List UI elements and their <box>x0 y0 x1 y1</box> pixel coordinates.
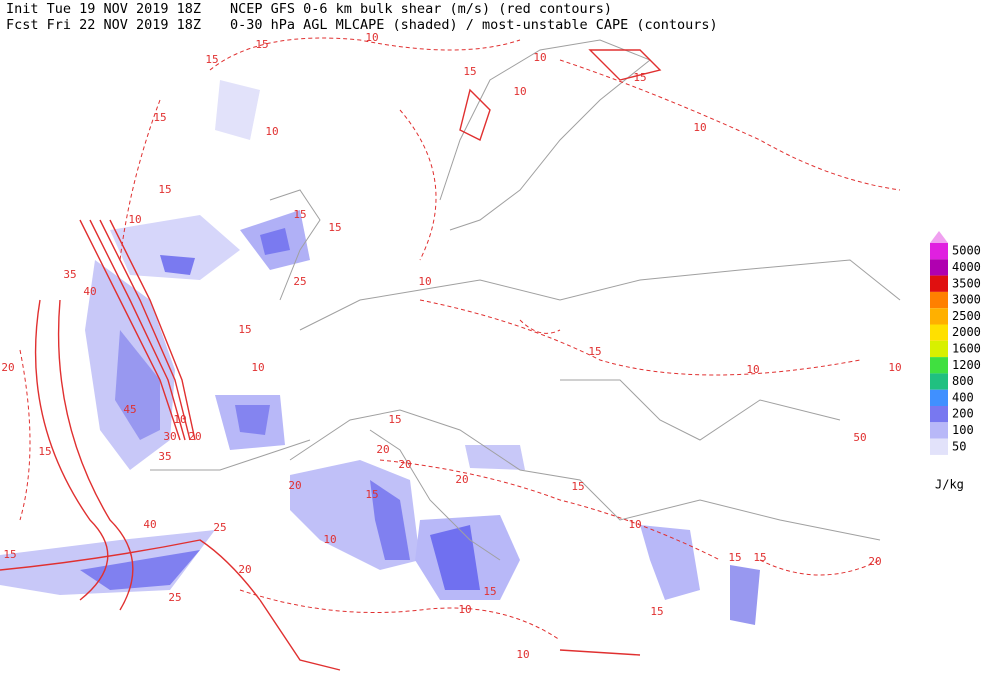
contour-label: 15 <box>153 111 166 124</box>
legend-label: 2500 <box>952 309 981 323</box>
contour-label: 15 <box>238 323 251 336</box>
contour-label: 10 <box>265 125 278 138</box>
contour-label: 10 <box>128 213 141 226</box>
contour-label: 25 <box>213 521 226 534</box>
contour-label: 15 <box>388 413 401 426</box>
shear-contours <box>19 37 901 641</box>
contour-label: 15 <box>483 585 496 598</box>
contour-label: 10 <box>746 363 759 376</box>
legend-swatch <box>930 259 948 276</box>
contour-label: 40 <box>143 518 156 531</box>
legend-label: 100 <box>952 423 974 437</box>
legend-label: 5000 <box>952 244 981 258</box>
contour-label: 10 <box>323 533 336 546</box>
contour-label: 20 <box>398 458 411 471</box>
contour-label: 15 <box>365 488 378 501</box>
legend-label: 50 <box>952 439 966 453</box>
contour-label: 20 <box>376 443 389 456</box>
contour-label: 20 <box>455 473 468 486</box>
contour-label: 15 <box>158 183 171 196</box>
contour-label: 35 <box>158 450 171 463</box>
contour-label: 10 <box>365 31 378 44</box>
coastlines <box>150 39 901 561</box>
contour-label: 10 <box>533 51 546 64</box>
contour-label: 20 <box>868 555 881 568</box>
legend-swatch <box>930 324 948 341</box>
legend-swatch <box>930 357 948 374</box>
legend-swatch <box>930 275 948 292</box>
contour-label: 15 <box>255 38 268 51</box>
contour-label: 10 <box>418 275 431 288</box>
legend-swatch <box>930 340 948 358</box>
field-title: 0-30 hPa AGL MLCAPE (shaded) / most-unst… <box>230 17 718 33</box>
contour-label: 10 <box>458 603 471 616</box>
legend-label: 800 <box>952 374 974 388</box>
contour-label: 15 <box>588 345 601 358</box>
contour-label: 15 <box>3 548 16 561</box>
contour-label: 15 <box>633 71 646 84</box>
contour-label: 15 <box>205 53 218 66</box>
contour-label: 10 <box>513 85 526 98</box>
contour-label: 30 <box>163 430 176 443</box>
contour-label: 40 <box>83 285 96 298</box>
contour-label: 10 <box>516 648 529 661</box>
contour-label: 15 <box>463 65 476 78</box>
jet-contours <box>0 49 662 671</box>
contour-label: 10 <box>173 413 186 426</box>
contour-label: 20 <box>238 563 251 576</box>
legend-swatch <box>930 308 948 325</box>
legend-swatch <box>930 373 948 390</box>
contour-labels: 15 15 10 10 15 10 10 15 10 15 15 10 35 40 45 10 30 20 35 15… <box>1 31 901 661</box>
legend-label: 400 <box>952 390 974 404</box>
legend: J/kg 5000 4000 3500 3000 2500 2000 1600 1200 800… <box>930 231 981 492</box>
legend-label: 1600 <box>952 341 981 355</box>
contour-label: 15 <box>38 445 51 458</box>
legend-label: 2000 <box>952 325 981 339</box>
cape-shading <box>0 80 760 625</box>
init-time: Init Tue 19 NOV 2019 18Z <box>6 1 201 17</box>
contour-label: 35 <box>63 268 76 281</box>
legend-swatch <box>930 291 948 309</box>
legend-label: 4000 <box>952 260 981 274</box>
contour-label: 15 <box>571 480 584 493</box>
contour-label: 20 <box>288 479 301 492</box>
legend-swatch <box>930 422 948 439</box>
contour-label: 10 <box>628 518 641 531</box>
contour-label: 15 <box>328 221 341 234</box>
contour-label: 15 <box>753 551 766 564</box>
contour-label: 25 <box>293 275 306 288</box>
contour-label: 50 <box>853 431 866 444</box>
contour-label: 25 <box>168 591 181 604</box>
legend-label: 3000 <box>952 293 981 307</box>
legend-unit: J/kg <box>935 478 964 492</box>
field-title: NCEP GFS 0-6 km bulk shear (m/s) (red co… <box>230 1 612 17</box>
legend-label: 1200 <box>952 358 981 372</box>
legend-swatch <box>930 389 948 406</box>
contour-label: 10 <box>693 121 706 134</box>
legend-arrow <box>930 231 948 243</box>
contour-label: 20 <box>188 430 201 443</box>
legend-swatch <box>930 438 948 455</box>
legend-swatch <box>930 406 948 423</box>
contour-label: 15 <box>293 208 306 221</box>
legend-swatch <box>930 243 948 260</box>
contour-label: 45 <box>123 403 136 416</box>
contour-label: 10 <box>251 361 264 374</box>
contour-label: 10 <box>888 361 901 374</box>
contour-label: 15 <box>728 551 741 564</box>
contour-label: 20 <box>1 361 14 374</box>
legend-label: 3500 <box>952 276 981 290</box>
forecast-time: Fcst Fri 22 NOV 2019 18Z <box>6 17 201 33</box>
legend-label: 200 <box>952 407 974 421</box>
contour-label: 15 <box>650 605 663 618</box>
